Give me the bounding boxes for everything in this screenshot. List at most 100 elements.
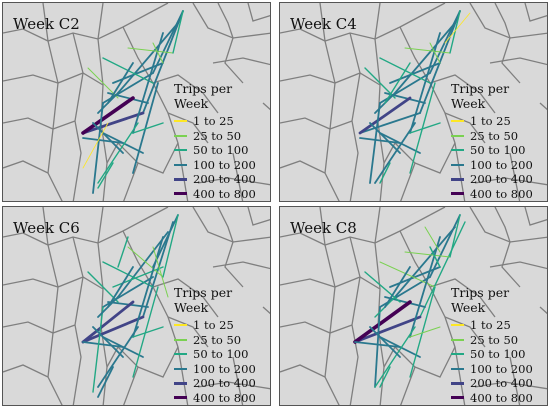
legend-swatch bbox=[174, 134, 187, 137]
legend-swatch bbox=[451, 192, 464, 196]
boundary-line bbox=[3, 276, 104, 290]
flow-line bbox=[87, 67, 119, 99]
flow-lines bbox=[81, 10, 184, 194]
legend-swatch bbox=[451, 353, 464, 356]
legend-swatch bbox=[451, 367, 464, 370]
legend-label: 200 to 400 bbox=[470, 172, 533, 187]
boundary-line bbox=[524, 3, 547, 22]
legend-item: 400 to 800 bbox=[174, 187, 270, 202]
legend-item: 25 to 50 bbox=[451, 333, 547, 348]
boundary-line bbox=[489, 57, 547, 66]
boundary-line bbox=[280, 160, 340, 201]
boundary-line bbox=[383, 141, 416, 201]
boundary-line bbox=[429, 3, 446, 12]
legend-label: 400 to 800 bbox=[470, 186, 533, 201]
legend: Trips per Week 1 to 25 25 to 50 50 to 100 10… bbox=[451, 285, 547, 405]
legend-item: 25 to 50 bbox=[451, 129, 547, 144]
flow-line bbox=[82, 122, 109, 169]
boundary-line bbox=[152, 278, 219, 318]
flow-line bbox=[82, 341, 124, 348]
boundary-line bbox=[232, 356, 244, 405]
legend-label: 200 to 400 bbox=[193, 172, 256, 187]
boundary-line bbox=[152, 74, 219, 114]
flow-line bbox=[424, 226, 441, 253]
flow-line bbox=[359, 137, 401, 144]
boundary-line bbox=[494, 207, 521, 288]
flow-line bbox=[353, 300, 412, 344]
boundary-line bbox=[42, 3, 59, 174]
legend-label: 1 to 25 bbox=[193, 318, 234, 333]
legend-swatch bbox=[174, 163, 187, 166]
legend-label: 50 to 100 bbox=[470, 143, 526, 158]
flow-line bbox=[369, 122, 401, 154]
legend-label: 25 to 50 bbox=[470, 128, 519, 143]
flow-line bbox=[404, 47, 451, 54]
legend-label: 200 to 400 bbox=[193, 376, 256, 391]
flow-line bbox=[359, 112, 421, 134]
flow-line bbox=[358, 96, 412, 135]
boundary-line bbox=[349, 236, 361, 405]
flow-line bbox=[379, 132, 421, 154]
flow-line bbox=[117, 231, 169, 298]
flow-line bbox=[162, 214, 179, 278]
flow-line bbox=[82, 137, 124, 144]
boundary-line bbox=[262, 102, 270, 111]
legend-item: 50 to 100 bbox=[451, 347, 547, 362]
flow-line bbox=[353, 315, 422, 344]
boundary-line bbox=[197, 177, 270, 186]
boundary-line bbox=[429, 278, 496, 318]
boundary-line bbox=[280, 364, 340, 405]
boundary-line bbox=[212, 261, 270, 270]
boundary-line bbox=[280, 117, 353, 130]
boundary-line bbox=[469, 207, 547, 243]
boundary-line bbox=[280, 276, 381, 290]
legend-label: 100 to 200 bbox=[470, 157, 533, 172]
boundary-line bbox=[72, 236, 84, 405]
flow-line bbox=[404, 251, 451, 258]
map-canvas bbox=[280, 3, 547, 201]
flow-line bbox=[409, 122, 441, 134]
flow-line bbox=[81, 315, 145, 344]
legend-swatch bbox=[174, 367, 187, 370]
map-canvas bbox=[3, 3, 270, 201]
flow-line bbox=[384, 296, 426, 308]
flow-line bbox=[374, 326, 416, 388]
flow-line bbox=[81, 111, 145, 135]
legend-item: 400 to 800 bbox=[451, 187, 547, 202]
boundary-line bbox=[217, 207, 244, 288]
flow-line bbox=[97, 122, 139, 184]
boundary-line bbox=[474, 177, 547, 186]
boundary-line bbox=[3, 72, 104, 86]
flow-line bbox=[394, 226, 456, 298]
flow-line bbox=[444, 12, 471, 44]
boundary-line bbox=[414, 142, 456, 174]
legend-label: 400 to 800 bbox=[193, 390, 256, 405]
legend-label: 100 to 200 bbox=[193, 361, 256, 376]
boundary-line bbox=[262, 306, 270, 315]
flow-line bbox=[449, 10, 461, 54]
boundary-line bbox=[122, 230, 189, 405]
panel-title: Week C2 bbox=[13, 15, 80, 33]
flow-line bbox=[152, 42, 164, 64]
legend-item: 200 to 400 bbox=[174, 172, 270, 187]
map-canvas bbox=[3, 207, 270, 405]
legend-label: 100 to 200 bbox=[470, 361, 533, 376]
legend-swatch bbox=[174, 177, 187, 181]
legend-swatch bbox=[451, 120, 464, 123]
legend-item: 100 to 200 bbox=[174, 362, 270, 377]
flow-line bbox=[394, 22, 456, 94]
legend-item: 50 to 100 bbox=[174, 143, 270, 158]
legend: Trips per Week 1 to 25 25 to 50 50 to 100 10… bbox=[174, 81, 270, 201]
legend-label: 1 to 25 bbox=[470, 318, 511, 333]
boundary-line bbox=[152, 3, 169, 12]
legend-swatch bbox=[451, 324, 464, 327]
legend-label: 25 to 50 bbox=[193, 332, 242, 347]
boundary-line bbox=[3, 321, 76, 334]
flow-line bbox=[152, 246, 169, 298]
legend-item: 1 to 25 bbox=[174, 114, 270, 129]
boundary-line bbox=[349, 32, 361, 201]
boundary-line bbox=[106, 345, 139, 405]
flow-line bbox=[92, 102, 104, 194]
flow-line bbox=[384, 62, 411, 104]
boundary-line bbox=[137, 346, 179, 378]
